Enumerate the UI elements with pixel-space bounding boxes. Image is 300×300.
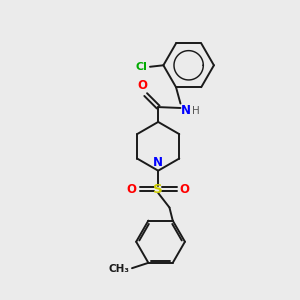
Text: CH₃: CH₃	[109, 264, 130, 274]
Text: N: N	[181, 104, 191, 117]
Text: Cl: Cl	[136, 62, 148, 72]
Text: O: O	[127, 183, 137, 196]
Text: N: N	[153, 156, 163, 169]
Text: H: H	[192, 106, 200, 116]
Text: S: S	[153, 183, 163, 196]
Text: O: O	[180, 183, 190, 196]
Text: O: O	[138, 79, 148, 92]
